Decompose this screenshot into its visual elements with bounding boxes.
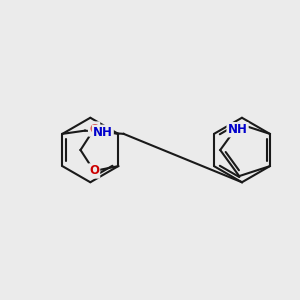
- Text: NH: NH: [93, 126, 112, 139]
- Text: NH: NH: [228, 123, 247, 136]
- Text: O: O: [89, 122, 99, 136]
- Text: O: O: [89, 164, 99, 178]
